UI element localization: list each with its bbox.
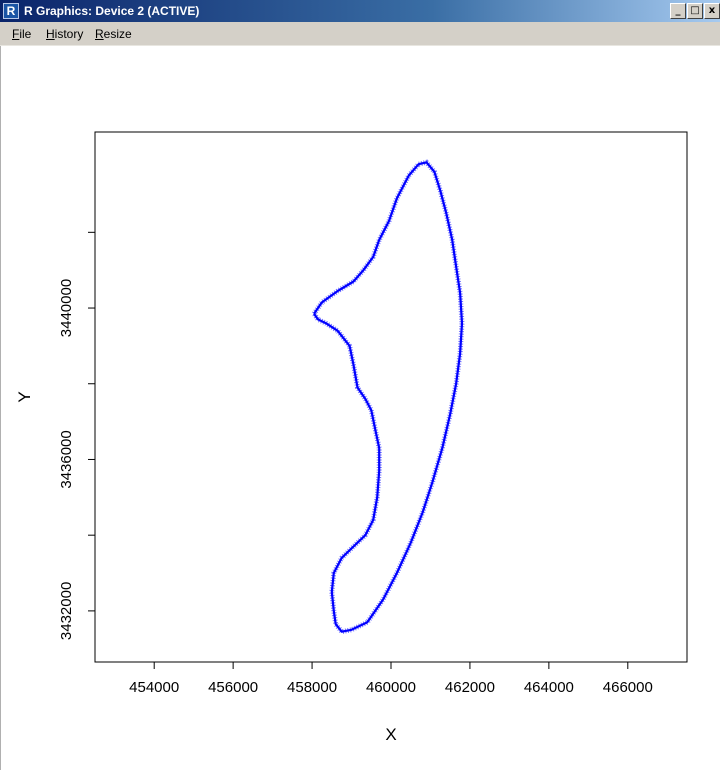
x-tick-label: 456000 [208, 679, 258, 696]
minimize-button[interactable]: _ [670, 3, 686, 19]
x-tick-label: 460000 [366, 679, 416, 696]
x-tick-label: 458000 [287, 679, 337, 696]
menu-bar: File History Resize [0, 22, 720, 46]
x-axis-label: X [385, 725, 396, 744]
y-axis-label: Y [15, 391, 34, 402]
y-tick-label: 3440000 [58, 279, 75, 337]
menu-resize[interactable]: Resize [95, 27, 132, 41]
menu-file[interactable]: File [12, 27, 32, 41]
menu-history[interactable]: History [46, 27, 84, 41]
window-title: R Graphics: Device 2 (ACTIVE) [24, 4, 200, 18]
graphics-device-canvas: 454000 456000 458000 460000 462000 464000 4660… [0, 46, 720, 770]
y-tick-label: 3432000 [58, 582, 75, 640]
r-app-icon: R [3, 3, 19, 19]
coastline-series [313, 161, 464, 633]
coastline-hatching [311, 159, 465, 635]
window-controls: _ □ x [670, 3, 720, 19]
x-tick-label: 454000 [129, 679, 179, 696]
window-left-border [0, 46, 1, 770]
plot-svg: 454000 456000 458000 460000 462000 464000 4660… [15, 131, 688, 744]
x-tick-label: 466000 [603, 679, 653, 696]
y-tick-label: 3436000 [58, 430, 75, 488]
x-tick-label: 464000 [524, 679, 574, 696]
x-tick-label: 462000 [445, 679, 495, 696]
title-bar[interactable]: R R Graphics: Device 2 (ACTIVE) _ □ x [0, 0, 720, 22]
maximize-button[interactable]: □ [687, 3, 703, 19]
close-button[interactable]: x [704, 3, 720, 19]
